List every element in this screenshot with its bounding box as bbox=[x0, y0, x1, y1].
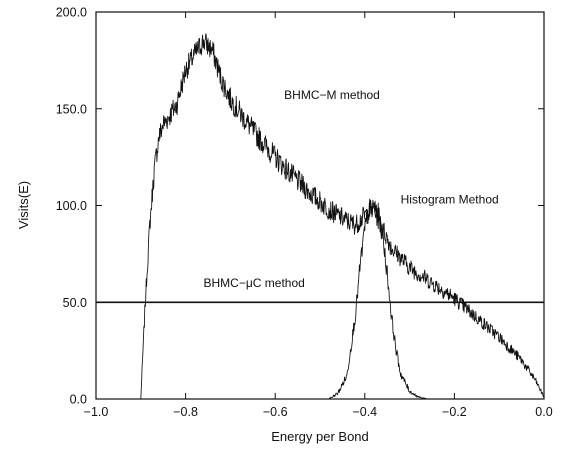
annotation-bhmc-c-method: BHMC−μC method bbox=[204, 276, 305, 290]
x-tick-label: −0.4 bbox=[352, 405, 377, 419]
x-tick-label: −0.6 bbox=[263, 405, 288, 419]
x-tick-label: −1.0 bbox=[84, 405, 109, 419]
series-bhmc-m-method bbox=[140, 33, 545, 400]
series-layer bbox=[96, 33, 545, 400]
x-tick-label: 0.0 bbox=[535, 405, 552, 419]
y-tick-label: 200.0 bbox=[56, 6, 87, 20]
y-tick-label: 100.0 bbox=[56, 199, 87, 213]
x-tick-label: −0.2 bbox=[442, 405, 467, 419]
annotation-bhmc-m-method: BHMC−M method bbox=[284, 88, 380, 102]
y-tick-label: 50.0 bbox=[63, 296, 87, 310]
annotation-histogram-method: Histogram Method bbox=[401, 193, 499, 207]
y-axis-title: Visits(E) bbox=[16, 181, 31, 229]
x-tick-label: −0.8 bbox=[173, 405, 198, 419]
y-tick-label: 150.0 bbox=[56, 102, 87, 116]
tick-layer: −1.0 −0.8 −0.6 −0.4 −0.2 0.0 0.0 50.0 100.0 150.0… bbox=[56, 6, 553, 420]
annotation-layer: BHMC−M method Histogram Method BHMC−μC met… bbox=[204, 88, 499, 290]
series-histogram-method bbox=[328, 198, 428, 400]
y-tick-label: 0.0 bbox=[70, 393, 87, 407]
x-axis-title: Energy per Bond bbox=[271, 429, 369, 444]
